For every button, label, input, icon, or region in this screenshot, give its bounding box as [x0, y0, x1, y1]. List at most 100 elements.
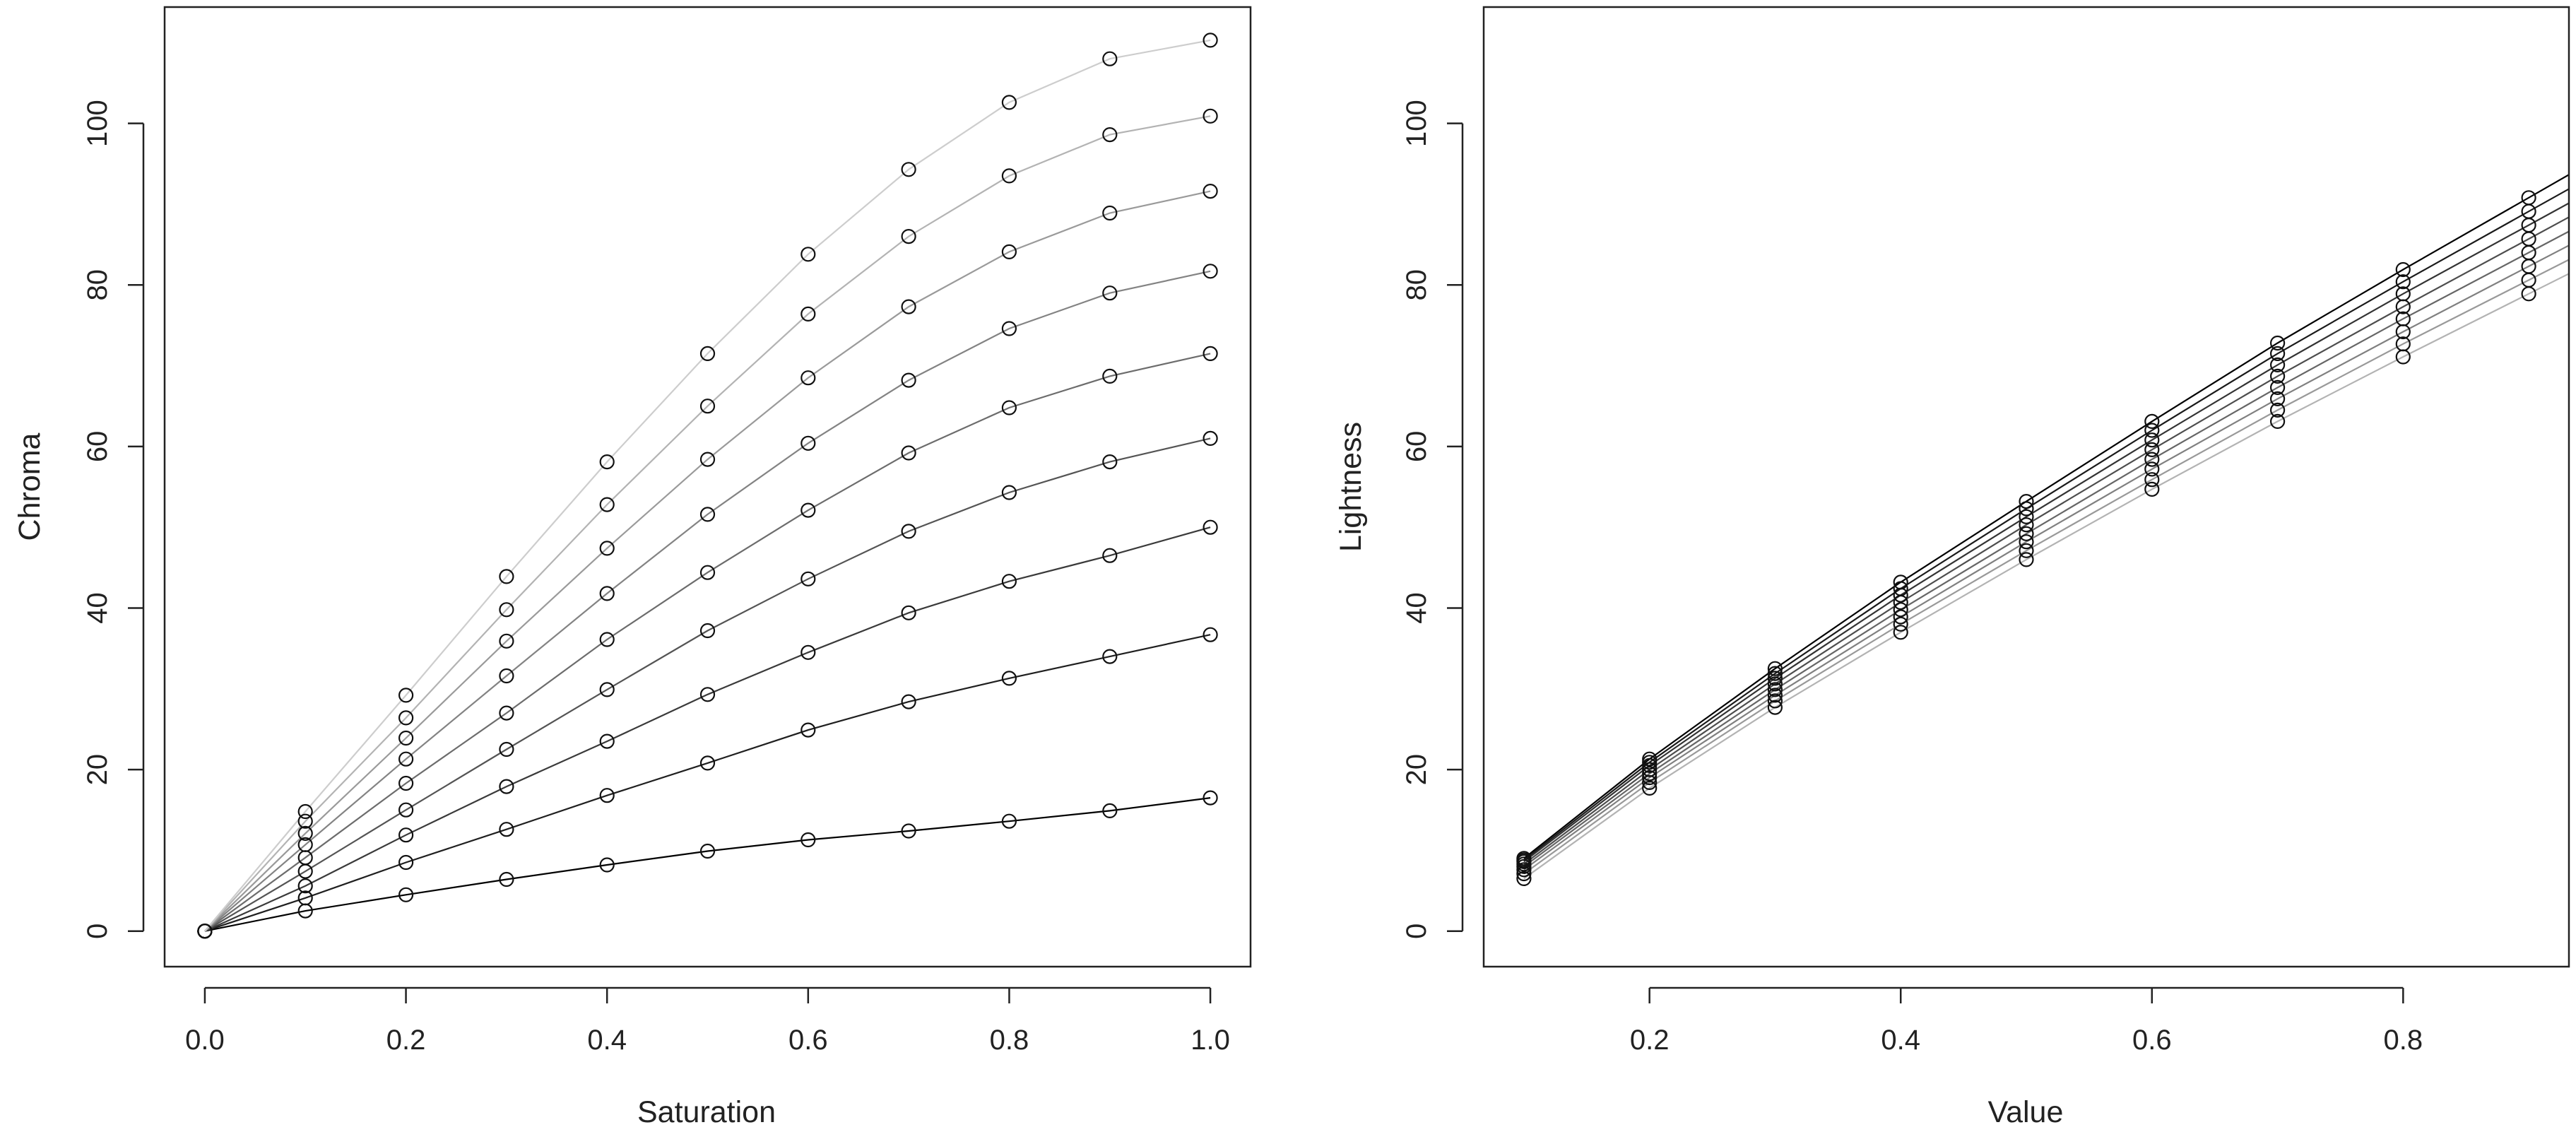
data-point-s7-4	[1893, 616, 1908, 632]
series-line-8	[1523, 273, 2569, 880]
data-point-s2-3	[1767, 666, 1783, 681]
data-point-s8-3	[398, 710, 414, 726]
data-point-s5-4	[499, 705, 514, 721]
data-point-s6-5	[2019, 534, 2034, 550]
data-point-s6-7	[800, 435, 816, 451]
x-tick-label-0.8: 0.8	[2384, 1025, 2423, 1056]
saturation-axis-title: Saturation	[637, 1095, 776, 1129]
data-point-s8-5	[2019, 552, 2034, 567]
data-point-s2-3	[398, 854, 414, 871]
data-point-s5-5	[599, 632, 615, 647]
data-point-s2-9	[1001, 671, 1017, 686]
data-point-s1-6	[699, 843, 716, 859]
data-point-s7-1	[1516, 866, 1532, 882]
data-point-s5-10	[1102, 368, 1118, 384]
data-point-s8-2	[1642, 780, 1658, 796]
y-tick-label-60: 60	[1401, 431, 1432, 463]
data-point-s4-5	[599, 682, 615, 697]
data-point-s6-3	[1767, 688, 1783, 703]
y-tick-label-0: 0	[1401, 924, 1432, 939]
data-point-s4-6	[699, 623, 716, 639]
data-point-s9-2	[297, 803, 313, 820]
data-point-s6-1	[1516, 862, 1532, 878]
data-point-s9-1	[197, 924, 213, 939]
data-point-s2-7	[800, 722, 816, 738]
data-point-s2-4	[499, 822, 514, 837]
data-point-s4-7	[2270, 368, 2286, 384]
data-point-s1-7	[800, 832, 816, 848]
data-point-s3-9	[1001, 574, 1017, 589]
data-point-s8-5	[599, 497, 615, 512]
data-point-s6-4	[1893, 609, 1908, 625]
data-point-s9-4	[499, 569, 514, 584]
data-point-s2-8	[2395, 274, 2411, 290]
data-point-s3-2	[297, 878, 313, 894]
data-point-s2-2	[297, 890, 313, 906]
data-point-s1-4	[499, 871, 514, 888]
lightness-y-axis: 0 20 40 60 80 100	[1401, 100, 1464, 939]
chroma-plot-frame	[163, 6, 1252, 968]
data-point-s4-10	[1102, 454, 1118, 470]
data-point-s4-8	[2395, 299, 2411, 314]
data-point-s2-6	[2144, 423, 2160, 438]
series-line-6	[204, 270, 1211, 932]
y-tick-label-20: 20	[82, 754, 113, 786]
data-point-s3-3	[1767, 671, 1783, 686]
y-tick-label-60: 60	[82, 431, 113, 463]
series-line-5	[204, 353, 1211, 932]
data-point-s1-5	[599, 857, 615, 873]
data-point-s8-4	[499, 602, 514, 618]
data-point-s1-11	[1203, 790, 1218, 806]
data-point-s9-6	[699, 346, 716, 361]
data-point-s6-7	[2270, 391, 2286, 407]
data-point-s9-11	[1203, 33, 1218, 48]
data-point-s8-8	[2395, 349, 2411, 365]
chroma-vs-saturation-chart: 0.0 0.2 0.4 0.6 0.8 1.0 0 20 40 60 80 100 Saturati…	[13, 6, 1252, 1129]
series-line-7	[204, 190, 1211, 932]
data-point-s5-5	[2019, 526, 2034, 541]
y-tick-label-40: 40	[1401, 592, 1432, 624]
data-point-s8-2	[297, 813, 313, 829]
data-point-s1-3	[1767, 661, 1783, 676]
data-point-s8-7	[800, 306, 816, 322]
x-tick-label-0.4: 0.4	[587, 1025, 627, 1056]
data-point-s3-10	[1102, 548, 1118, 563]
series-line-5	[1523, 230, 2569, 868]
series-line-3	[1523, 202, 2569, 863]
data-point-s7-5	[599, 541, 615, 556]
data-point-s5-9	[1001, 400, 1017, 415]
data-point-s8-9	[2521, 286, 2536, 302]
data-point-s3-6	[699, 687, 716, 702]
chroma-axis-title: Chroma	[13, 432, 47, 541]
series-line-1	[1523, 174, 2569, 859]
data-point-s6-8	[901, 372, 916, 388]
data-point-s8-11	[1203, 108, 1218, 124]
data-point-s9-8	[901, 162, 916, 177]
data-point-s1-5	[2019, 493, 2034, 509]
x-tick-label-0.2: 0.2	[386, 1025, 426, 1056]
data-point-s9-7	[800, 247, 816, 262]
x-tick-label-0.6: 0.6	[2132, 1025, 2172, 1056]
data-point-s2-6	[699, 755, 716, 771]
data-point-s8-3	[1767, 700, 1783, 715]
data-point-s4-3	[1767, 676, 1783, 692]
data-point-s5-7	[2270, 379, 2286, 396]
data-point-s2-11	[1203, 627, 1218, 642]
data-point-s5-3	[398, 775, 414, 791]
data-point-s6-11	[1203, 264, 1218, 279]
data-point-s3-8	[901, 605, 916, 620]
data-point-s3-4	[1893, 587, 1908, 603]
data-point-s7-5	[2019, 543, 2034, 558]
lightness-axis-title: Lightness	[1334, 422, 1368, 552]
series-line-1	[204, 797, 1211, 932]
data-point-s9-9	[1001, 95, 1017, 110]
data-point-s7-7	[800, 370, 816, 386]
data-point-s5-2	[1642, 766, 1658, 782]
value-axis-title: Value	[1988, 1095, 2064, 1129]
data-point-s4-11	[1203, 430, 1218, 447]
data-point-s8-9	[1001, 168, 1017, 184]
data-point-s3-11	[1203, 519, 1218, 535]
data-point-s4-8	[901, 524, 916, 539]
